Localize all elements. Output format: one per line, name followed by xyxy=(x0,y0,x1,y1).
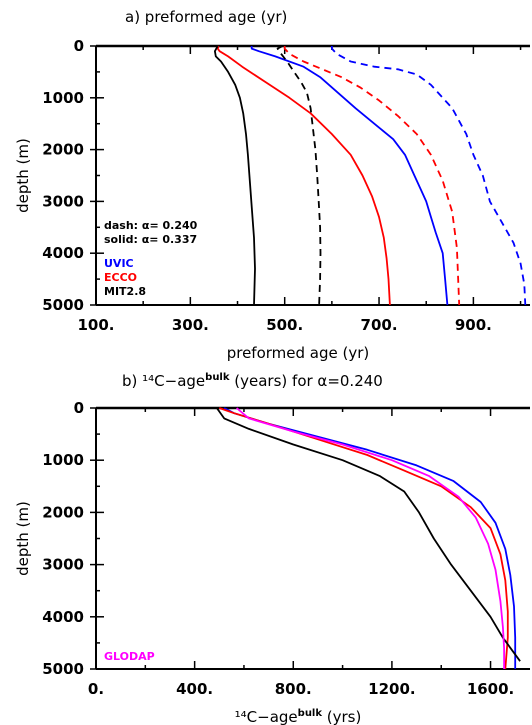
x-tick-label: 300. xyxy=(172,316,209,334)
y-axis-label: depth (m) xyxy=(14,138,32,213)
x-axis-label: ¹⁴C−agebulk (yrs) xyxy=(235,708,362,725)
x-tick-label: 1200. xyxy=(368,680,415,698)
y-tick-label: 3000 xyxy=(42,192,84,210)
series-line-uvic xyxy=(250,46,449,306)
series-line-ecco xyxy=(216,45,391,306)
y-tick-label: 0 xyxy=(74,399,84,417)
series-line-mit28-dash xyxy=(276,45,322,306)
x-tick-label: 900. xyxy=(455,316,492,334)
y-tick-label: 1000 xyxy=(42,89,84,107)
y-tick-label: 2000 xyxy=(42,503,84,521)
series-line-mit28 xyxy=(214,45,256,306)
legend-entry: MIT2.8 xyxy=(104,285,146,298)
y-tick-label: 4000 xyxy=(42,244,84,262)
x-axis-label: preformed age (yr) xyxy=(227,344,370,362)
chart-panel-b xyxy=(90,406,530,670)
y-tick-label: 0 xyxy=(74,37,84,55)
y-tick-label: 5000 xyxy=(42,296,84,314)
chart-title: a) preformed age (yr) xyxy=(125,8,287,26)
x-tick-label: 1600. xyxy=(467,680,514,698)
series-line-ecco-dash xyxy=(283,46,461,306)
x-tick-label: 700. xyxy=(361,316,398,334)
legend-entry: GLODAP xyxy=(104,650,155,663)
series-line-ecco xyxy=(219,407,509,670)
style-annotation: solid: α= 0.337 xyxy=(104,233,197,246)
chart-title: b) ¹⁴C−agebulk (years) for α=0.240 xyxy=(122,372,383,390)
y-axis-label: depth (m) xyxy=(14,501,32,576)
y-tick-label: 5000 xyxy=(42,660,84,678)
x-tick-label: 800. xyxy=(275,680,312,698)
legend-entry: UVIC xyxy=(104,257,134,270)
series-line-uvic-dash xyxy=(331,46,527,306)
y-tick-label: 4000 xyxy=(42,608,84,626)
x-tick-label: 500. xyxy=(266,316,303,334)
style-annotation: dash: α= 0.240 xyxy=(104,219,198,232)
x-tick-label: 0. xyxy=(88,680,104,698)
series-line-glodap xyxy=(236,407,505,669)
legend-entry: ECCO xyxy=(104,271,137,284)
y-tick-label: 2000 xyxy=(42,141,84,159)
x-tick-label: 400. xyxy=(176,680,213,698)
series-line-uvic xyxy=(223,407,517,669)
chart-panel-a xyxy=(90,44,530,306)
x-tick-label: 100. xyxy=(77,316,114,334)
y-tick-label: 3000 xyxy=(42,556,84,574)
y-tick-label: 1000 xyxy=(42,451,84,469)
series-line-mit28 xyxy=(216,407,521,662)
